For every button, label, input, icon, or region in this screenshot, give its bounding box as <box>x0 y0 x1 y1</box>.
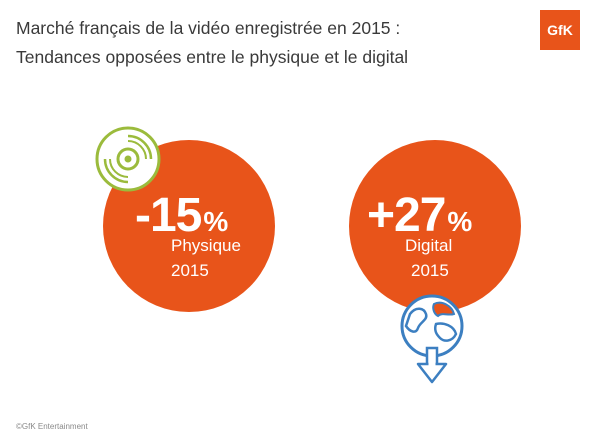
physique-label: Physique <box>171 236 241 255</box>
physique-percent: % <box>203 206 229 237</box>
title-line-1: Marché français de la vidéo enregistrée … <box>16 18 401 38</box>
digital-percent: % <box>447 206 473 237</box>
copyright-footer: ©GfK Entertainment <box>16 422 88 431</box>
title-line-2: Tendances opposées entre le physique et … <box>16 47 409 67</box>
digital-year: 2015 <box>411 261 449 280</box>
digital-label: Digital <box>405 236 453 255</box>
digital-number: +27 <box>367 189 446 242</box>
physique-number: -15 <box>135 189 202 242</box>
gfk-logo: GfK <box>540 10 580 50</box>
disc-icon <box>95 126 161 192</box>
physique-year: 2015 <box>171 261 209 280</box>
title-block: Marché français de la vidéo enregistrée … <box>16 14 408 72</box>
digital-circle: +27% Digital 2015 <box>349 140 521 312</box>
physique-circle: -15% Physique 2015 <box>103 140 275 312</box>
physique-value: -15% <box>135 188 228 243</box>
gfk-logo-text: GfK <box>547 22 573 38</box>
globe-download-icon <box>400 294 464 384</box>
digital-value: +27% <box>367 188 472 243</box>
